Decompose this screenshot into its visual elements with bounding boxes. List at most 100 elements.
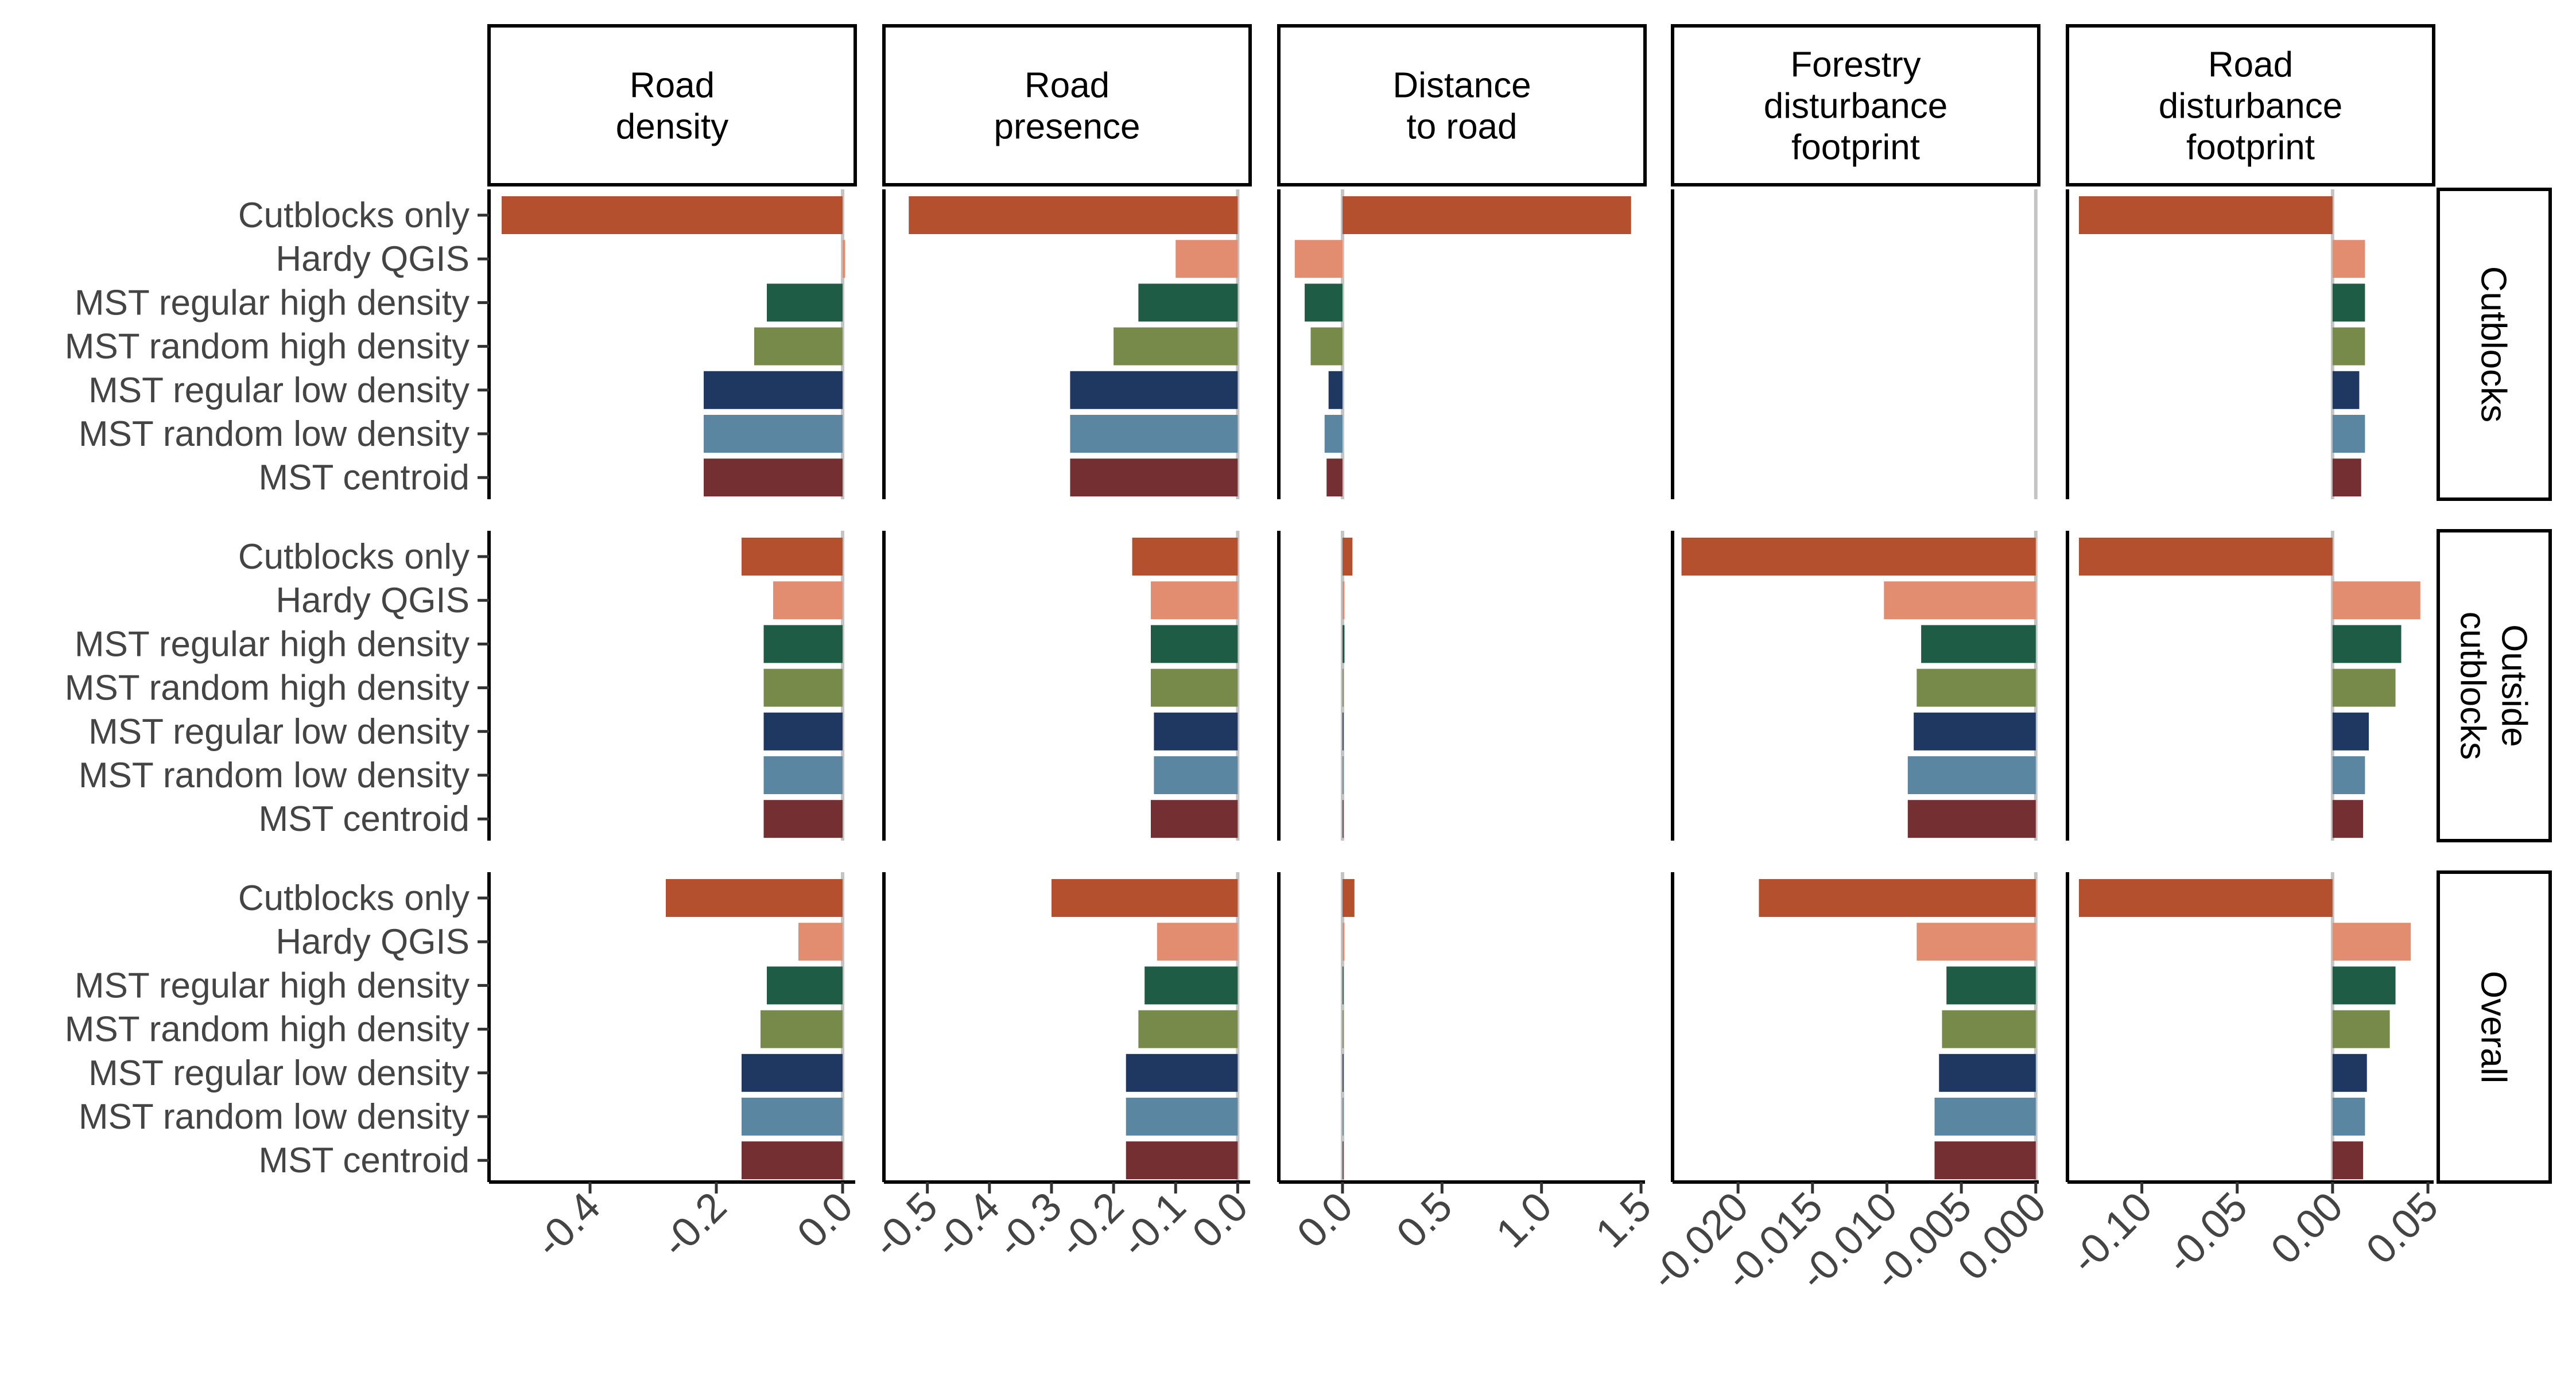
x-tick-label-group: -0.2 xyxy=(653,1184,735,1266)
category-label: Cutblocks only xyxy=(238,878,470,918)
bar-cutblocks-road_presence-1 xyxy=(1176,240,1238,278)
category-label: MST regular low density xyxy=(88,1054,470,1093)
category-label: MST regular low density xyxy=(88,371,470,410)
bar-cutblocks-road_disturbance_footprint-2 xyxy=(2332,283,2365,322)
bar-outside_cutblocks-road_presence-5 xyxy=(1154,756,1238,794)
bar-outside_cutblocks-road_disturbance_footprint-3 xyxy=(2332,668,2396,707)
bar-cutblocks-road_disturbance_footprint-5 xyxy=(2332,415,2365,453)
x-tick-label: 0.00 xyxy=(2263,1184,2352,1273)
bar-outside_cutblocks-forestry_disturbance_footprint-0 xyxy=(1681,538,2036,576)
strip-label-forestry_disturbance_footprint: disturbance xyxy=(1764,87,1948,126)
bar-overall-distance_to_road-1 xyxy=(1342,923,1345,961)
x-tick-label-group: 0.0 xyxy=(1184,1184,1256,1257)
x-tick-label-group: 0.5 xyxy=(1388,1184,1461,1257)
bar-overall-road_density-2 xyxy=(767,966,843,1005)
category-label: MST centroid xyxy=(258,458,470,497)
bar-overall-road_disturbance_footprint-4 xyxy=(2332,1054,2367,1092)
category-label: MST random high density xyxy=(65,668,470,708)
bar-overall-road_density-6 xyxy=(742,1141,843,1180)
bar-cutblocks-distance_to_road-3 xyxy=(1310,327,1343,366)
category-label: MST centroid xyxy=(258,799,470,839)
category-label: MST regular high density xyxy=(75,966,470,1005)
bar-cutblocks-road_density-1 xyxy=(843,240,845,278)
x-tick-label-group: 1.5 xyxy=(1587,1184,1660,1257)
x-tick-label: 0.0 xyxy=(789,1184,862,1257)
bar-cutblocks-road_disturbance_footprint-6 xyxy=(2332,458,2361,497)
x-tick-label-group: 0.0 xyxy=(789,1184,862,1257)
bar-cutblocks-road_disturbance_footprint-3 xyxy=(2332,327,2365,366)
bar-overall-distance_to_road-5 xyxy=(1342,1098,1344,1136)
bar-outside_cutblocks-forestry_disturbance_footprint-6 xyxy=(1907,800,2036,838)
bar-outside_cutblocks-road_density-0 xyxy=(742,538,843,576)
bar-overall-distance_to_road-6 xyxy=(1342,1141,1344,1180)
bar-cutblocks-distance_to_road-4 xyxy=(1328,371,1343,409)
bar-cutblocks-road_presence-4 xyxy=(1070,371,1238,409)
strip-road_density xyxy=(487,24,857,186)
bar-cutblocks-road_density-6 xyxy=(704,458,843,497)
bar-overall-road_disturbance_footprint-0 xyxy=(2078,879,2333,917)
x-tick-label: 0.0 xyxy=(1289,1184,1361,1257)
bar-overall-forestry_disturbance_footprint-0 xyxy=(1759,879,2036,917)
row-strip-label-cutblocks: Cutblocks xyxy=(2474,266,2513,422)
row-strip-overall xyxy=(2437,870,2552,1184)
bar-outside_cutblocks-road_presence-6 xyxy=(1150,800,1238,838)
bar-outside_cutblocks-forestry_disturbance_footprint-1 xyxy=(1884,581,2036,620)
bar-outside_cutblocks-road_density-2 xyxy=(763,625,843,663)
bar-outside_cutblocks-distance_to_road-4 xyxy=(1342,712,1344,751)
bar-cutblocks-road_presence-6 xyxy=(1070,458,1238,497)
category-label: MST random low density xyxy=(79,1097,470,1137)
x-tick-label: 0.05 xyxy=(2358,1184,2447,1273)
category-label: MST regular high density xyxy=(75,624,470,664)
bar-cutblocks-distance_to_road-2 xyxy=(1305,283,1343,322)
x-tick-label: 0.000 xyxy=(1949,1184,2055,1289)
bar-overall-forestry_disturbance_footprint-6 xyxy=(1934,1141,2036,1180)
bar-cutblocks-road_density-4 xyxy=(704,371,843,409)
bar-cutblocks-road_density-2 xyxy=(767,283,843,322)
row-strip-label-overall: Overall xyxy=(2474,971,2513,1083)
bar-overall-road_presence-6 xyxy=(1126,1141,1238,1180)
bar-cutblocks-road_presence-0 xyxy=(909,196,1238,234)
bar-outside_cutblocks-road_presence-2 xyxy=(1150,625,1238,663)
strip-label-distance_to_road: Distance xyxy=(1392,66,1531,106)
x-tick-label-group: -0.1 xyxy=(1112,1184,1194,1266)
bar-cutblocks-road_density-5 xyxy=(704,415,843,453)
category-label: MST centroid xyxy=(258,1141,470,1180)
row-strip-text-group: Overall xyxy=(2474,971,2513,1083)
x-tick-label: -0.05 xyxy=(2157,1184,2256,1283)
bar-outside_cutblocks-road_disturbance_footprint-1 xyxy=(2332,581,2420,620)
strip-label-road_presence: Road xyxy=(1025,66,1109,106)
strip-distance_to_road xyxy=(1277,24,1647,186)
bar-outside_cutblocks-road_density-3 xyxy=(763,668,843,707)
bar-outside_cutblocks-distance_to_road-1 xyxy=(1342,581,1345,620)
bar-overall-distance_to_road-3 xyxy=(1342,1010,1344,1048)
category-label: Hardy QGIS xyxy=(276,922,470,962)
row-strip-cutblocks xyxy=(2437,188,2552,501)
strip-road_disturbance_footprint xyxy=(2066,24,2435,186)
strip-label-road_density: density xyxy=(616,107,728,147)
bar-overall-forestry_disturbance_footprint-2 xyxy=(1946,966,2036,1005)
bar-cutblocks-road_density-3 xyxy=(754,327,843,366)
bar-outside_cutblocks-road_density-5 xyxy=(763,756,843,794)
bar-cutblocks-road_disturbance_footprint-1 xyxy=(2332,240,2365,278)
x-tick-label: 1.0 xyxy=(1488,1184,1561,1257)
bar-outside_cutblocks-distance_to_road-5 xyxy=(1342,756,1344,794)
bar-outside_cutblocks-road_disturbance_footprint-0 xyxy=(2078,538,2333,576)
bar-overall-road_disturbance_footprint-3 xyxy=(2332,1010,2390,1048)
bar-outside_cutblocks-road_density-6 xyxy=(763,800,843,838)
x-tick-label: 0.0 xyxy=(1184,1184,1256,1257)
strip-label-forestry_disturbance_footprint: footprint xyxy=(1791,128,1920,168)
bar-outside_cutblocks-road_presence-3 xyxy=(1150,668,1238,707)
x-tick-label: -0.10 xyxy=(2062,1184,2161,1283)
bar-outside_cutblocks-road_presence-4 xyxy=(1154,712,1238,751)
bar-outside_cutblocks-road_disturbance_footprint-4 xyxy=(2332,712,2369,751)
x-tick-label-group: -0.10 xyxy=(2062,1184,2161,1283)
x-tick-label: -0.1 xyxy=(1112,1184,1194,1266)
bar-overall-distance_to_road-2 xyxy=(1342,966,1344,1005)
bar-overall-road_presence-0 xyxy=(1051,879,1238,917)
bar-overall-road_density-3 xyxy=(761,1010,843,1048)
bar-overall-road_density-0 xyxy=(666,879,843,917)
bar-overall-road_presence-3 xyxy=(1138,1010,1238,1048)
bar-overall-road_density-5 xyxy=(742,1098,843,1136)
strip-forestry_disturbance_footprint xyxy=(1671,24,2040,186)
